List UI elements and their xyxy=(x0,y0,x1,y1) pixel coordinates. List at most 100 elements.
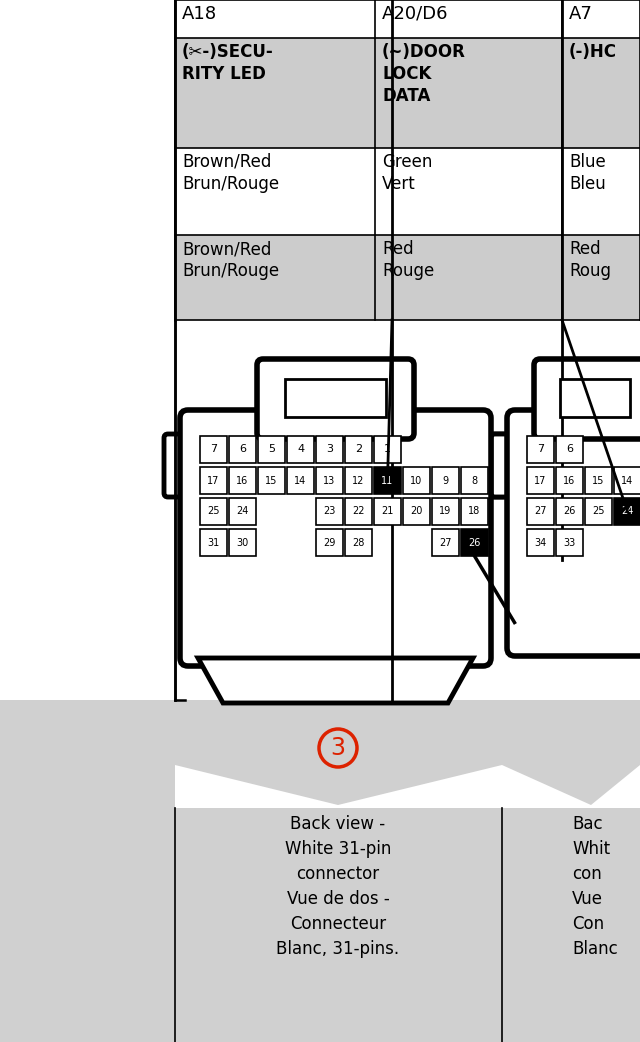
Bar xyxy=(287,467,314,494)
FancyBboxPatch shape xyxy=(507,410,640,656)
Text: (~)DOOR
LOCK
DATA: (~)DOOR LOCK DATA xyxy=(382,43,466,105)
Bar xyxy=(229,467,256,494)
Text: 1: 1 xyxy=(384,445,391,454)
Bar xyxy=(200,529,227,556)
Text: 25: 25 xyxy=(592,506,605,517)
Text: 31: 31 xyxy=(207,538,220,547)
Text: 14: 14 xyxy=(621,475,634,486)
FancyBboxPatch shape xyxy=(257,359,414,439)
Bar xyxy=(229,498,256,525)
Text: 18: 18 xyxy=(468,506,481,517)
Text: 6: 6 xyxy=(566,445,573,454)
Text: (-)HC: (-)HC xyxy=(569,43,617,61)
Bar xyxy=(175,235,640,320)
Text: 30: 30 xyxy=(236,538,248,547)
Text: 16: 16 xyxy=(563,475,575,486)
Bar xyxy=(527,498,554,525)
FancyBboxPatch shape xyxy=(475,435,507,497)
Text: 15: 15 xyxy=(266,475,278,486)
Text: 34: 34 xyxy=(534,538,547,547)
Text: 19: 19 xyxy=(440,506,452,517)
Bar xyxy=(560,379,630,417)
Bar xyxy=(258,467,285,494)
Bar xyxy=(200,467,227,494)
Bar xyxy=(258,436,285,463)
Bar xyxy=(175,148,640,235)
Polygon shape xyxy=(198,658,473,703)
Bar xyxy=(461,529,488,556)
Text: 7: 7 xyxy=(210,445,217,454)
Text: 27: 27 xyxy=(439,538,452,547)
Bar xyxy=(374,436,401,463)
Bar xyxy=(403,498,430,525)
Text: 13: 13 xyxy=(323,475,335,486)
Bar xyxy=(200,498,227,525)
Bar xyxy=(585,467,612,494)
Bar xyxy=(316,436,343,463)
Text: Back view -
White 31-pin
connector
Vue de dos -
Connecteur
Blanc, 31-pins.: Back view - White 31-pin connector Vue d… xyxy=(276,815,399,958)
Bar xyxy=(345,467,372,494)
Bar xyxy=(374,498,401,525)
Text: 6: 6 xyxy=(239,445,246,454)
FancyBboxPatch shape xyxy=(164,435,196,497)
Text: Green
Vert: Green Vert xyxy=(382,153,433,193)
Bar xyxy=(527,529,554,556)
Bar xyxy=(175,38,640,148)
Bar xyxy=(200,436,227,463)
Bar xyxy=(527,436,554,463)
Bar xyxy=(556,529,583,556)
Bar xyxy=(502,808,640,1042)
Bar xyxy=(287,436,314,463)
Bar xyxy=(0,808,175,1042)
Text: 7: 7 xyxy=(537,445,544,454)
Text: Brown/Red
Brun/Rouge: Brown/Red Brun/Rouge xyxy=(182,153,279,193)
Bar xyxy=(229,436,256,463)
Text: Red
Rouge: Red Rouge xyxy=(382,240,435,280)
Bar xyxy=(285,379,386,417)
Text: A7: A7 xyxy=(569,5,593,23)
Bar xyxy=(374,467,401,494)
Text: 22: 22 xyxy=(352,506,365,517)
Text: 27: 27 xyxy=(534,506,547,517)
Bar xyxy=(614,467,640,494)
Polygon shape xyxy=(502,700,640,805)
Text: 4: 4 xyxy=(297,445,304,454)
Text: Red
Roug: Red Roug xyxy=(569,240,611,280)
Text: 15: 15 xyxy=(592,475,605,486)
Text: 21: 21 xyxy=(381,506,394,517)
Bar xyxy=(403,467,430,494)
Bar xyxy=(175,320,640,700)
Bar xyxy=(432,498,459,525)
Bar xyxy=(614,498,640,525)
Text: 28: 28 xyxy=(352,538,365,547)
Text: 33: 33 xyxy=(563,538,575,547)
Text: 3: 3 xyxy=(330,736,346,760)
Bar xyxy=(316,467,343,494)
Bar xyxy=(461,467,488,494)
Bar xyxy=(432,529,459,556)
Text: 2: 2 xyxy=(355,445,362,454)
Bar xyxy=(556,498,583,525)
Text: 17: 17 xyxy=(534,475,547,486)
Bar xyxy=(175,808,502,1042)
Bar xyxy=(175,0,640,38)
FancyBboxPatch shape xyxy=(534,359,640,439)
Text: 20: 20 xyxy=(410,506,422,517)
Text: 23: 23 xyxy=(323,506,336,517)
Text: 25: 25 xyxy=(207,506,220,517)
Text: 17: 17 xyxy=(207,475,220,486)
Text: 10: 10 xyxy=(410,475,422,486)
Bar xyxy=(527,467,554,494)
Bar xyxy=(345,436,372,463)
Bar xyxy=(556,436,583,463)
Text: 9: 9 xyxy=(442,475,449,486)
Text: 29: 29 xyxy=(323,538,336,547)
Text: 11: 11 xyxy=(381,475,394,486)
Text: 5: 5 xyxy=(268,445,275,454)
Text: A18: A18 xyxy=(182,5,217,23)
Bar xyxy=(345,498,372,525)
Text: 26: 26 xyxy=(468,538,481,547)
Polygon shape xyxy=(175,700,502,805)
Text: 24: 24 xyxy=(621,506,634,517)
FancyBboxPatch shape xyxy=(180,410,491,666)
